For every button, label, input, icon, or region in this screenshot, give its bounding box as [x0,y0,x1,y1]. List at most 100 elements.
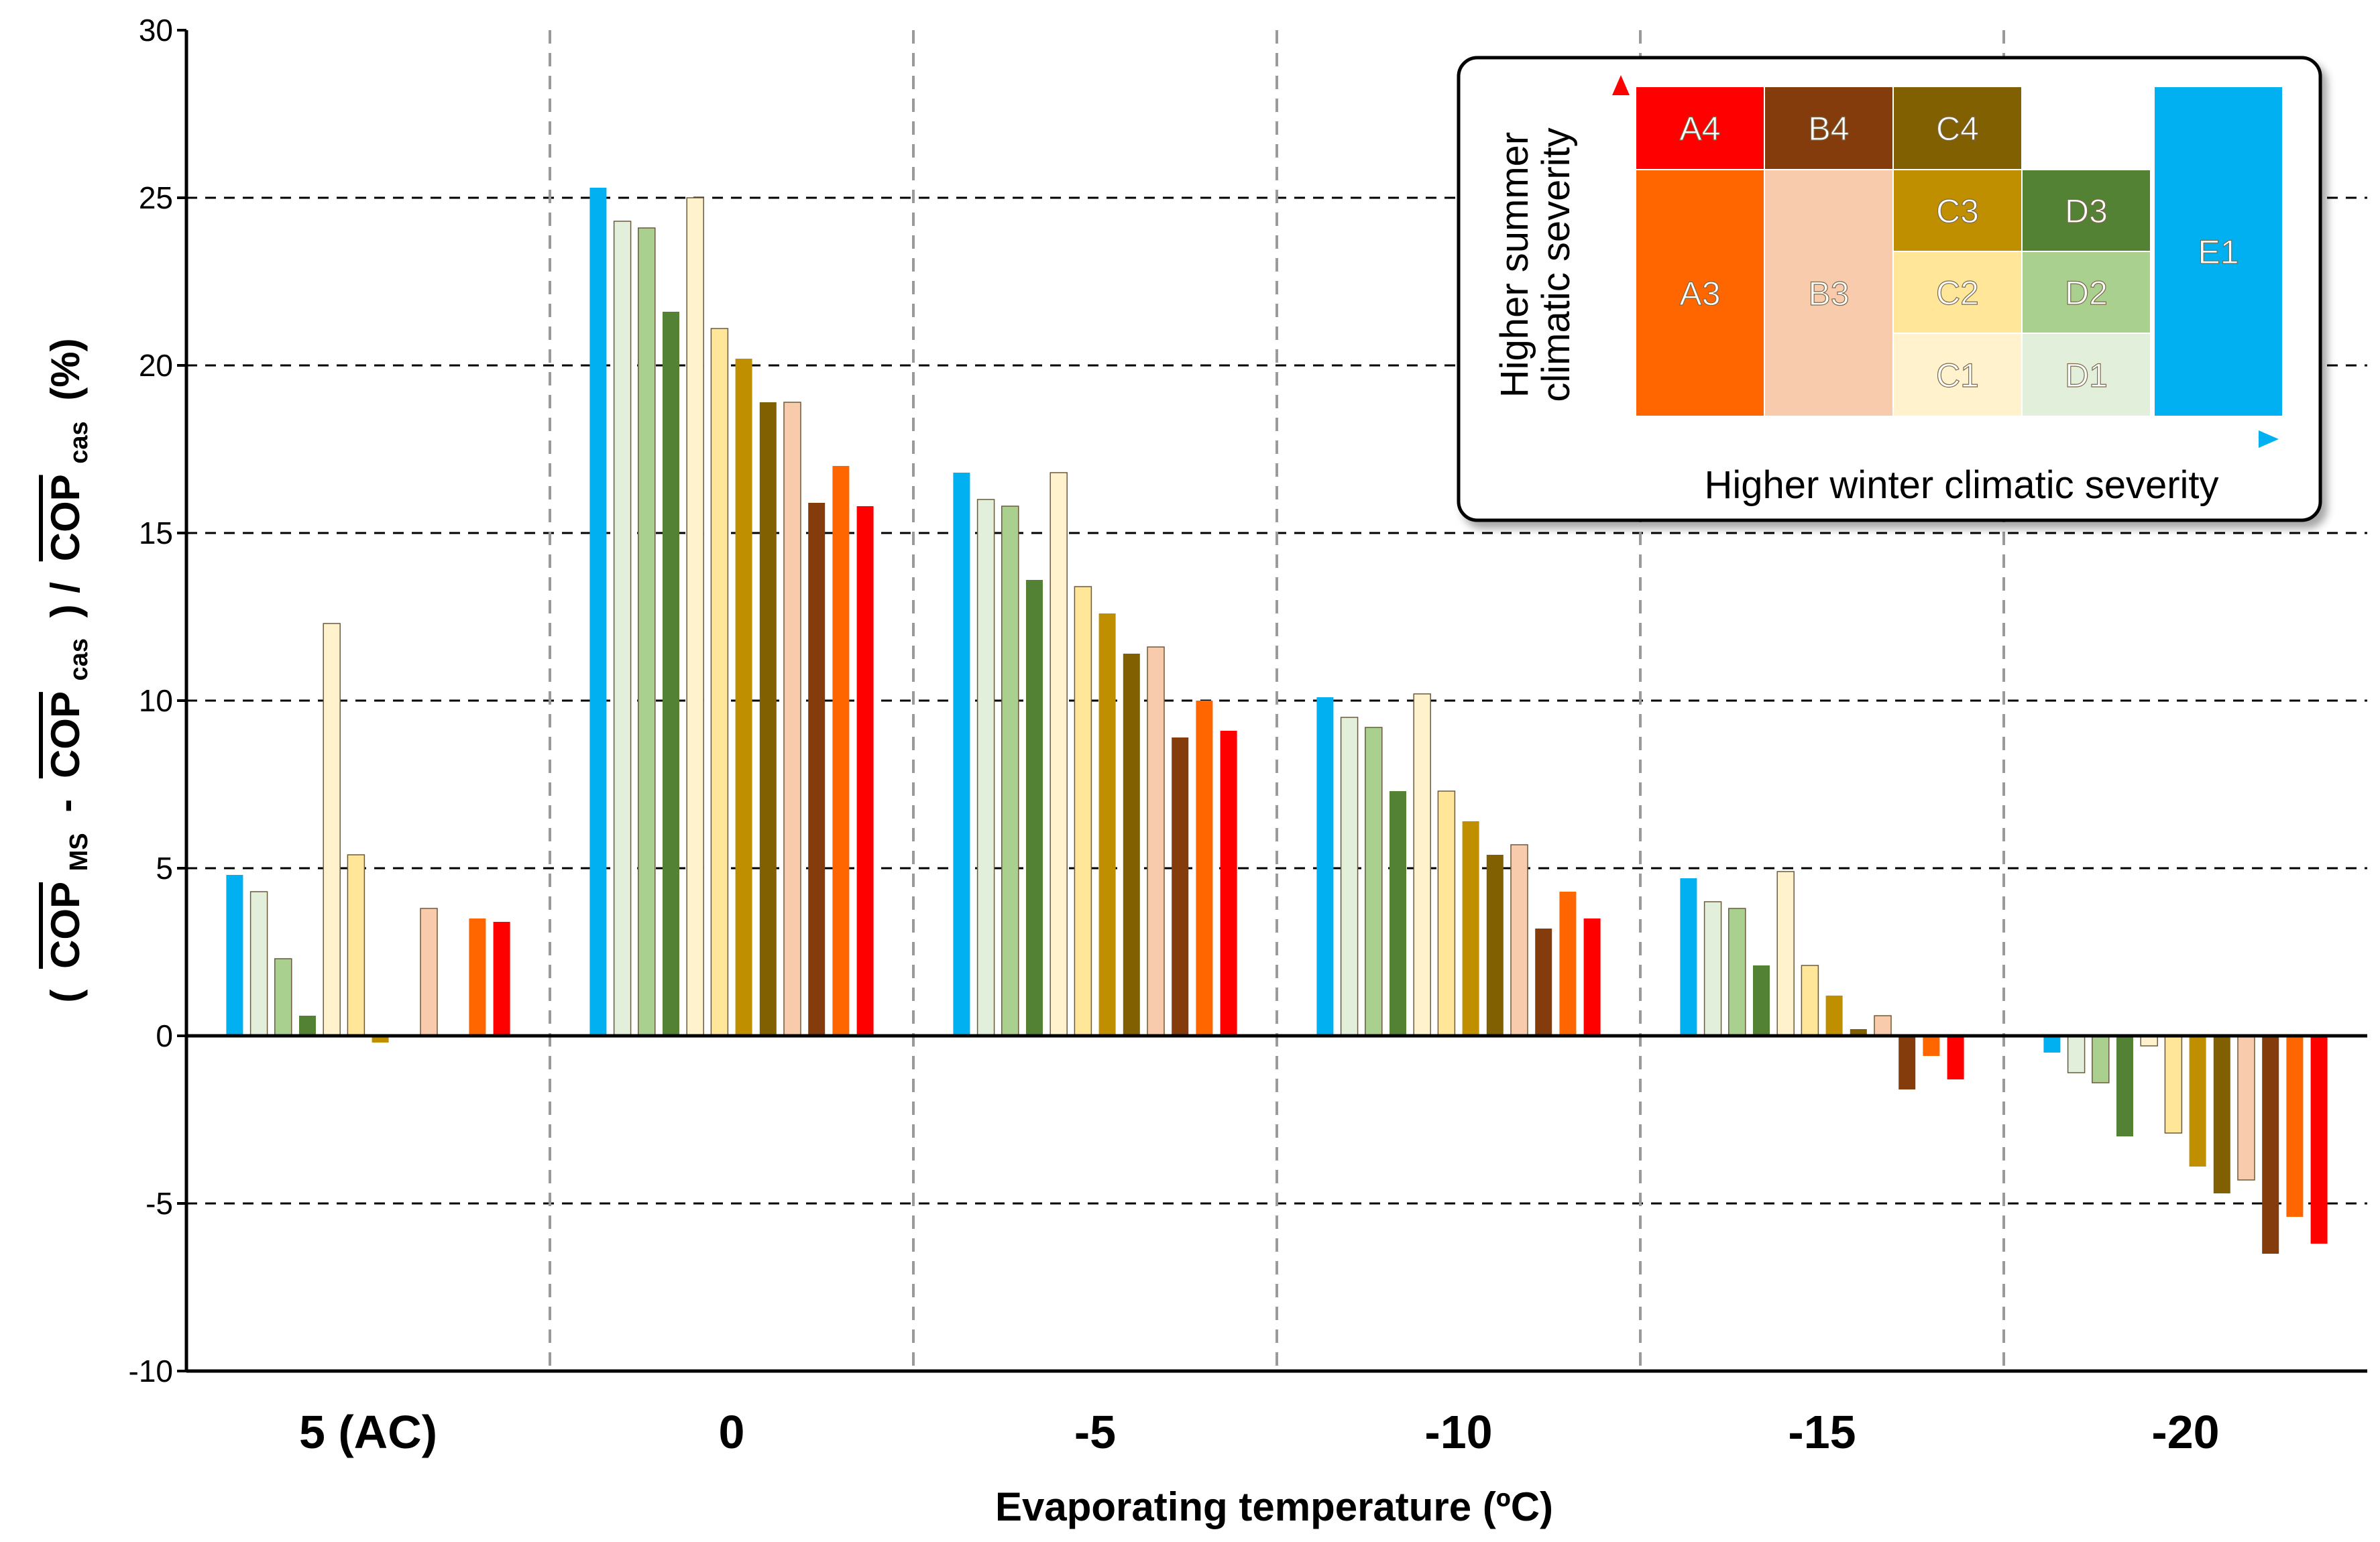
legend-y-axis-label-line2: climatic severity [1534,127,1578,402]
y-label-cop-cas-2: COP [43,475,88,561]
bar-C4-1 [759,402,777,1036]
bar-D2-1 [638,227,656,1036]
legend-y-axis-label-line1: Higher summer [1493,132,1536,398]
bar-D2-2 [1001,506,1019,1036]
bar-A3-0 [469,918,486,1036]
legend-x-axis-label: Higher winter climatic severity [1704,463,2218,507]
bar-A3-3 [1559,892,1577,1036]
bar-D3-3 [1390,791,1406,1036]
legend-cell-label: C4 [1936,110,1979,147]
bar-D2-0 [274,958,292,1036]
bar-C2-1 [710,328,729,1036]
bar-A4-3 [1583,918,1601,1036]
bar-B4-2 [1172,737,1189,1036]
x-axis-label: Evaporating temperature (ºC) [995,1484,1553,1529]
legend-cell-label: D2 [2065,274,2108,312]
bar-D3-5 [2116,1036,2133,1136]
legend-cell-label: B3 [1808,275,1849,312]
y-label-cas-subscript-1: cas [65,638,93,680]
bar-B4-4 [1899,1036,1916,1089]
bar-A4-2 [1220,731,1237,1036]
y-tick-label: -10 [129,1354,173,1388]
bar-C4-4 [1850,1029,1867,1036]
bar-C2-3 [1437,790,1456,1036]
bar-C1-2 [1050,472,1068,1036]
bar-D1-3 [1340,717,1359,1036]
bar-E1-1 [589,188,607,1036]
legend-cell-E1 [2155,87,2282,416]
bar-C2-2 [1074,586,1092,1036]
bar-C4-5 [2213,1036,2230,1193]
bar-A3-5 [2286,1036,2304,1217]
bar-D1-5 [2067,1035,2086,1073]
y-label-close-div: ) / [43,582,88,618]
y-tick-label: 0 [156,1018,173,1053]
bar-C1-3 [1413,693,1431,1036]
bar-C2-5 [2164,1035,2183,1134]
legend-y-arrowhead [1612,75,1630,95]
y-tick-label: 20 [139,348,173,383]
legend-cell-D3 [2023,170,2150,251]
legend-cell-label: C3 [1936,192,1979,230]
legend-cell-D1 [2023,334,2150,416]
bar-C1-1 [686,197,704,1036]
bar-E1-4 [1680,878,1697,1036]
legend-cell-D2 [2023,252,2150,333]
legend-cell-label: E1 [2198,233,2239,271]
y-tick-label: 15 [139,516,173,550]
legend-cell-label: C2 [1936,274,1979,312]
y-tick-label: -5 [146,1186,173,1221]
legend-cell-A4 [1636,87,1764,169]
y-label-cop-cas-1: COP [43,692,88,778]
x-tick-label: -15 [1788,1406,1856,1458]
bar-A3-2 [1196,701,1213,1036]
bar-C1-4 [1776,871,1795,1036]
legend-cell-label: B4 [1808,110,1849,147]
grid [186,30,2367,1371]
bar-C3-3 [1462,821,1479,1036]
x-tick-labels: 5 (AC) 0 -5 -10 -15 -20 [299,1406,2220,1458]
y-tick-label: 30 [139,13,173,48]
y-tick-label: 5 [156,851,173,886]
bar-B4-1 [808,503,826,1036]
legend-cells: A4 B4 C4 A3 B3 C3 C2 C1 D3 D2 D1 E1 [1636,87,2282,416]
x-tick-label: 5 (AC) [299,1406,437,1458]
bar-C3-0 [372,1036,389,1043]
bar-C2-4 [1801,965,1819,1036]
bar-D3-1 [663,312,679,1036]
legend-cell-C3 [1894,170,2021,251]
bar-B4-5 [2262,1036,2279,1254]
bar-A3-4 [1923,1036,1940,1056]
bar-B3-3 [1510,844,1528,1036]
bar-E1-2 [953,473,970,1036]
bar-B3-5 [2237,1035,2255,1181]
legend-cell-A3 [1636,170,1764,416]
legend-cell-label: A4 [1679,110,1720,147]
bar-E1-5 [2043,1036,2061,1053]
bar-B3-1 [783,402,801,1036]
bar-D1-2 [976,499,995,1036]
bar-A4-5 [2310,1036,2328,1244]
axes [177,29,2367,1373]
bar-C3-1 [735,359,752,1036]
bar-D3-0 [299,1016,316,1036]
bar-D1-4 [1703,901,1722,1036]
y-axis-label-text: ( COP MS - COP cas ) / COP cas (%) [43,338,96,1002]
y-label-percent: (%) [43,338,88,400]
y-label-minus: - [43,799,88,813]
legend-cell-C1 [1894,334,2021,416]
legend-cell-C2 [1894,252,2021,333]
bar-D3-2 [1026,580,1043,1036]
legend-cell-B4 [1765,87,1892,169]
bar-A4-1 [856,506,874,1036]
x-tick-label: -20 [2151,1406,2219,1458]
bar-D2-5 [2092,1035,2110,1083]
bar-D2-3 [1365,727,1383,1036]
bar-C1-0 [323,623,341,1036]
y-label-open-paren: ( [43,990,88,1003]
bar-E1-3 [1316,697,1334,1036]
y-label-ms-subscript: MS [65,833,93,871]
bar-D1-1 [613,221,632,1036]
bar-B4-3 [1535,929,1552,1036]
